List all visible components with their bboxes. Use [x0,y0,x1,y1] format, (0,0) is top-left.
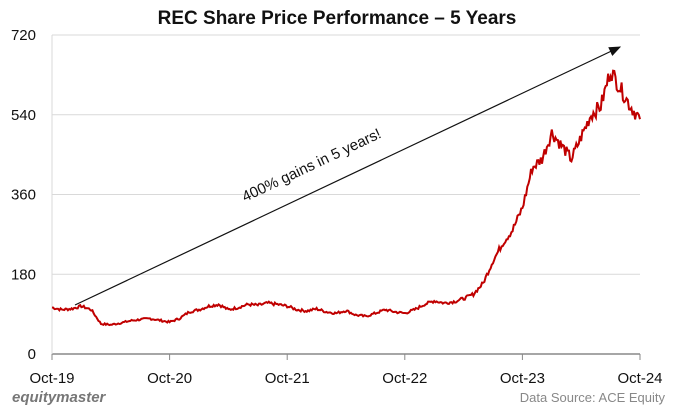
y-tick-label: 0 [28,346,36,363]
x-tick-label: Oct-19 [29,370,74,387]
data-source: Data Source: ACE Equity [520,390,666,405]
y-tick-label: 360 [11,187,36,204]
y-tick-label: 720 [11,27,36,44]
chart-title: REC Share Price Performance – 5 Years [158,8,517,29]
y-tick-label: 540 [11,107,36,124]
x-tick-label: Oct-24 [617,370,662,387]
annotation-arrow [74,46,622,306]
x-tick-label: Oct-20 [147,370,192,387]
x-tick-label: Oct-21 [265,370,310,387]
series-line [51,69,641,327]
x-tick-label: Oct-22 [382,370,427,387]
y-tick-label: 180 [11,266,36,283]
brand-logo: equitymaster [12,389,107,406]
x-tick-label: Oct-23 [500,370,545,387]
